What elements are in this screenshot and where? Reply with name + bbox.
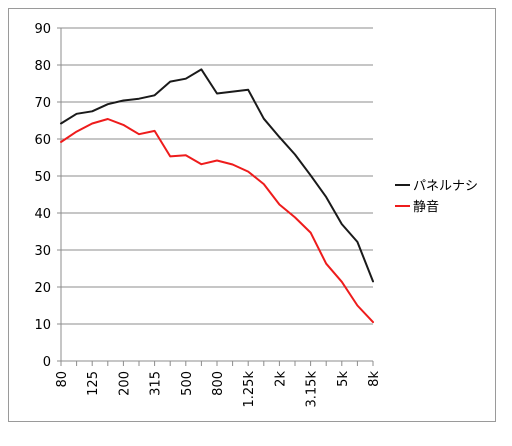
y-tick-label: 0 [43, 355, 51, 370]
y-tick-label: 30 [34, 244, 51, 259]
x-tick-label: 800 [211, 371, 226, 396]
y-tick-label: 10 [34, 318, 51, 333]
y-tick-label: 90 [34, 22, 51, 37]
x-tick-label: 1.25k [242, 371, 257, 408]
x-tick-label: 5k [336, 371, 351, 387]
axes: 0 10 20 30 40 50 60 70 80 90 80 125 200 315 500 800 1.25… [34, 22, 382, 407]
y-tick-label: 50 [34, 170, 51, 185]
x-tick-label: 3.15k [305, 371, 320, 408]
y-tick-label: 60 [34, 133, 51, 148]
x-tick-label: 80 [55, 371, 70, 388]
y-tick-label: 20 [34, 281, 51, 296]
y-tick-label: 40 [34, 207, 51, 222]
legend-label: パネルナシ [413, 179, 478, 194]
gridlines [61, 27, 373, 325]
y-tick-label: 70 [34, 96, 51, 111]
x-tick-label: 125 [86, 371, 101, 396]
x-tick-label: 2k [273, 371, 288, 387]
x-tick-label: 315 [149, 371, 164, 396]
series-line-2 [60, 118, 374, 324]
x-tick-label: 500 [180, 371, 195, 396]
x-tick-label: 8k [367, 371, 382, 387]
chart-frame: 0 10 20 30 40 50 60 70 80 90 80 125 200 315 500 800 1.25… [8, 8, 496, 422]
y-tick-label: 80 [34, 59, 51, 74]
series-line-1 [60, 68, 374, 283]
series-lines [60, 68, 374, 324]
legend-label: 静音 [413, 199, 439, 215]
x-tick-label: 200 [117, 371, 132, 396]
line-chart: 0 10 20 30 40 50 60 70 80 90 80 125 200 315 500 800 1.25… [34, 22, 478, 407]
